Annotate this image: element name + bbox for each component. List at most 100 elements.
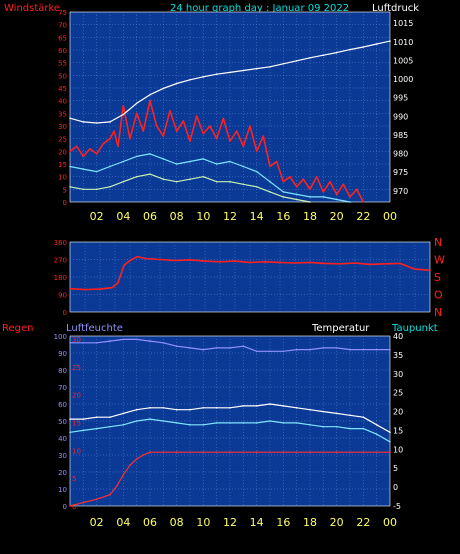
- point-pressure-6: [149, 93, 151, 96]
- point-humidity-15: [269, 350, 271, 353]
- point-pressure-7: [162, 87, 165, 90]
- left-tick-9: 45: [58, 85, 67, 93]
- time-tick-14: 14: [250, 210, 264, 223]
- point-temperature-5: [135, 408, 138, 411]
- point-dewpoint-14: [255, 422, 258, 424]
- graph-title: 24 hour graph day : Januar 09 2022: [170, 3, 349, 14]
- point-dewpoint-6: [149, 418, 151, 420]
- left-tick-3: 15: [58, 161, 67, 169]
- temperatur-label: Temperatur: [311, 323, 370, 334]
- luftfeuchte-label: Luftfeuchte: [66, 323, 123, 334]
- point-temperature-17: [295, 407, 298, 409]
- time-tick-12: 12: [223, 516, 237, 529]
- time-tick-02: 02: [90, 516, 104, 529]
- point-humidity-14: [255, 350, 258, 353]
- point-pressure-2: [95, 122, 98, 124]
- left-tick-8: 40: [58, 98, 67, 106]
- point-wind-gust-5: [102, 142, 105, 145]
- point-temperature-21: [349, 414, 351, 417]
- left-tick-4: 360: [54, 239, 67, 247]
- point-wind-low-2: [95, 188, 98, 191]
- point-direction-7: [136, 255, 139, 258]
- point-wind-gust-33: [282, 180, 285, 183]
- luftfeuchte-inner-axis: 0 5 10 15 20 25 30: [72, 336, 81, 511]
- point-wind-gust-19: [189, 140, 191, 142]
- time-tick-20: 20: [330, 210, 344, 223]
- left-tick-2: 20: [58, 469, 67, 477]
- point-wind-low-0: [69, 186, 71, 188]
- point-temperature-22: [362, 416, 365, 419]
- point-dewpoint-15: [269, 420, 271, 422]
- point-temperature-12: [229, 407, 231, 409]
- time-tick-20: 20: [330, 516, 344, 529]
- point-wind-low-14: [255, 186, 258, 188]
- point-direction-20: [324, 262, 326, 265]
- left-tick-7: 70: [58, 384, 67, 392]
- point-humidity-9: [189, 347, 191, 349]
- point-temperature-18: [309, 408, 311, 411]
- point-wind-gust-30: [262, 135, 265, 137]
- point-direction-3: [111, 286, 113, 289]
- point-direction-12: [204, 260, 206, 262]
- left-tick-15: 75: [58, 9, 67, 17]
- left-tick-3: 30: [58, 452, 67, 460]
- point-wind-gust-45: [362, 201, 365, 203]
- point-direction-6: [129, 259, 131, 262]
- right-tick-6: 1000: [393, 75, 413, 84]
- point-rain-10: [162, 451, 165, 454]
- right-tick-2: 980: [393, 150, 408, 159]
- point-temperature-2: [95, 416, 98, 419]
- series-direction: [69, 255, 431, 291]
- point-pressure-19: [322, 54, 325, 56]
- point-rain-19: [389, 451, 391, 454]
- left-tick-10: 100: [54, 333, 67, 341]
- point-wind-avg-6: [149, 153, 151, 155]
- point-temperature-19: [322, 410, 325, 413]
- point-wind-avg-10: [202, 158, 205, 160]
- point-humidity-22: [362, 348, 365, 351]
- time-tick-02: 02: [90, 210, 104, 223]
- point-wind-gust-24: [222, 117, 225, 120]
- regen-label: Regen: [2, 323, 34, 334]
- regen-inner-tick-1: 5: [72, 475, 76, 483]
- left-tick-2: 10: [58, 174, 67, 182]
- point-humidity-12: [229, 347, 231, 349]
- point-pressure-10: [202, 76, 205, 78]
- point-pressure-12: [229, 71, 231, 74]
- point-wind-gust-40: [329, 180, 331, 183]
- point-dewpoint-19: [322, 425, 325, 428]
- point-wind-avg-19: [322, 196, 325, 198]
- point-pressure-15: [269, 66, 271, 68]
- left-tick-0: 0: [63, 199, 67, 207]
- right-tick-0: 970: [393, 187, 408, 196]
- point-wind-low-17: [295, 198, 298, 201]
- point-direction-11: [189, 259, 191, 261]
- point-temperature-1: [82, 418, 85, 420]
- point-wind-gust-37: [309, 188, 311, 191]
- left-tick-14: 70: [58, 22, 67, 30]
- point-pressure-4: [122, 113, 125, 116]
- right-tick-2: 5: [393, 464, 398, 473]
- point-wind-gust-42: [342, 183, 345, 186]
- point-temperature-0: [69, 418, 71, 420]
- left-tick-1: 5: [63, 186, 67, 194]
- left-tick-3: 270: [54, 257, 67, 265]
- point-wind-low-4: [122, 180, 125, 183]
- point-humidity-1: [82, 342, 85, 344]
- compass-tick-3: O: [434, 289, 443, 302]
- point-wind-gust-0: [69, 150, 71, 153]
- point-wind-avg-0: [69, 165, 71, 168]
- point-humidity-4: [122, 338, 125, 341]
- point-humidity-13: [242, 345, 245, 348]
- left-tick-2: 180: [54, 274, 67, 282]
- point-temperature-9: [189, 408, 191, 411]
- point-rain-7: [135, 458, 138, 460]
- point-direction-26: [414, 268, 416, 271]
- left-tick-4: 40: [58, 435, 67, 443]
- point-wind-gust-29: [255, 150, 258, 153]
- point-temperature-16: [282, 405, 285, 407]
- point-wind-gust-44: [355, 188, 358, 191]
- compass-tick-1: W: [434, 254, 445, 267]
- right-tick-6: 25: [393, 389, 403, 398]
